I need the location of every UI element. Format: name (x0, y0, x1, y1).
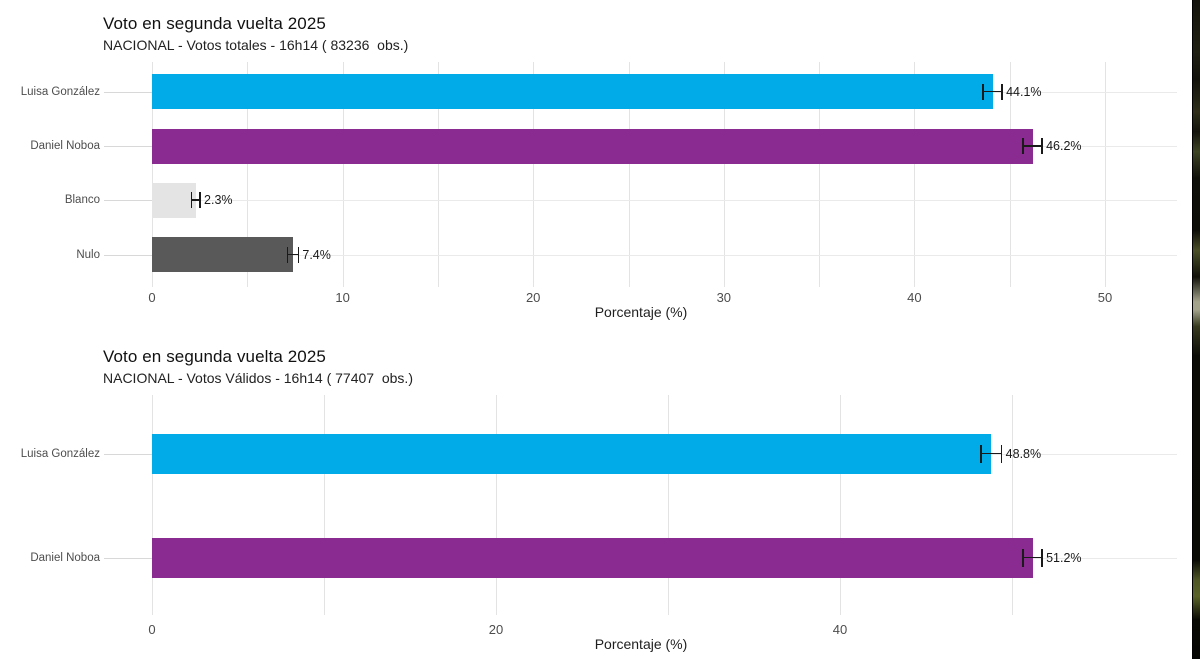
chart-title: Voto en segunda vuelta 2025 (103, 347, 326, 366)
x-tick-label-0: 0 (148, 290, 156, 305)
category-tick-line (104, 91, 152, 93)
plot-panel: Luisa González 48.8% Daniel Noboa 51.2% 0 20 4… (21, 395, 1177, 637)
x-tick-label-0: 0 (148, 622, 156, 637)
category-label: Daniel Noboa (30, 140, 100, 152)
error-bar (287, 253, 299, 256)
gridline-x-50 (1105, 62, 1106, 287)
error-bar (983, 90, 1003, 93)
error-bar (981, 452, 1002, 455)
gridline-x-10 (342, 62, 344, 287)
gridline-x-5 (247, 62, 249, 287)
category-label: Luisa González (20, 447, 100, 460)
bar-1 (152, 433, 992, 474)
gridline-x-20 (533, 62, 535, 287)
category-tick-line (104, 254, 152, 256)
screen-edge-artifact (1192, 0, 1200, 659)
bar-1 (152, 74, 993, 109)
category-label: Luisa González (20, 85, 100, 98)
x-tick-label-20: 20 (488, 622, 504, 637)
bar-4 (152, 237, 294, 272)
error-bar-cap (982, 83, 984, 100)
value-label: 48.8% (1005, 446, 1042, 461)
error-bar-cap (190, 192, 193, 208)
error-bar (1023, 145, 1043, 147)
plot-panel: Luisa González 44.1% Daniel Noboa 46.2% Blan… (21, 62, 1177, 305)
category-label: Blanco (64, 194, 100, 206)
category-tick-line (104, 453, 152, 455)
gridline-x-0 (152, 62, 153, 287)
error-bar-cap (1041, 138, 1043, 154)
gridline-x-20 (496, 395, 497, 615)
chart-title: Voto en segunda vuelta 2025 (103, 14, 326, 33)
x-tick-label-40: 40 (907, 290, 922, 305)
error-bar (1023, 556, 1043, 559)
category-label: Daniel Noboa (30, 551, 100, 564)
gridline-x-45 (1009, 62, 1011, 287)
error-bar-cap (1022, 548, 1024, 567)
error-bar-cap (199, 192, 201, 208)
gridline-x-10 (324, 395, 325, 615)
value-label: 7.4% (302, 247, 331, 262)
gridline-x-40 (840, 395, 841, 615)
error-bar (191, 199, 201, 201)
x-tick-label-20: 20 (525, 290, 541, 305)
error-bar-cap (297, 246, 300, 263)
gridline-x-30 (723, 62, 725, 287)
value-label: 44.1% (1006, 84, 1042, 99)
gridline-x-50 (1012, 395, 1013, 615)
gridline-y (152, 254, 1177, 256)
value-label: 51.2% (1046, 550, 1082, 565)
value-label: 2.3% (204, 193, 233, 207)
category-tick-line (104, 200, 152, 201)
x-tick-label-50: 50 (1097, 290, 1113, 305)
bar-3 (152, 182, 196, 218)
gridline-x-40 (914, 62, 916, 287)
value-label: 46.2% (1046, 139, 1082, 153)
error-bar-cap (1022, 138, 1024, 154)
chart-subtitle: NACIONAL - Votos totales - 16h14 ( 83236… (103, 37, 409, 53)
gridline-x-0 (152, 395, 153, 615)
x-axis-title: Porcentaje (%) (594, 304, 688, 320)
x-tick-label-10: 10 (335, 290, 350, 305)
x-tick-label-40: 40 (832, 622, 848, 637)
error-bar-cap (286, 246, 289, 263)
category-tick-line (104, 146, 152, 147)
gridline-x-30 (668, 395, 669, 615)
gridline-x-25 (628, 62, 630, 287)
error-bar-cap (1000, 444, 1003, 463)
gridline-x-35 (819, 62, 821, 287)
bar-2 (152, 537, 1033, 578)
x-axis-title: Porcentaje (%) (594, 636, 688, 652)
gridline-x-15 (437, 62, 439, 287)
category-tick-line (104, 557, 152, 559)
x-tick-label-30: 30 (716, 290, 732, 305)
gridline-y (152, 200, 1177, 201)
bar-2 (152, 128, 1033, 164)
error-bar-cap (1041, 548, 1043, 567)
error-bar-cap (1001, 83, 1003, 100)
category-label: Nulo (76, 248, 100, 261)
chart-subtitle: NACIONAL - Votos Válidos - 16h14 ( 77407… (103, 370, 413, 386)
error-bar-cap (980, 444, 982, 463)
